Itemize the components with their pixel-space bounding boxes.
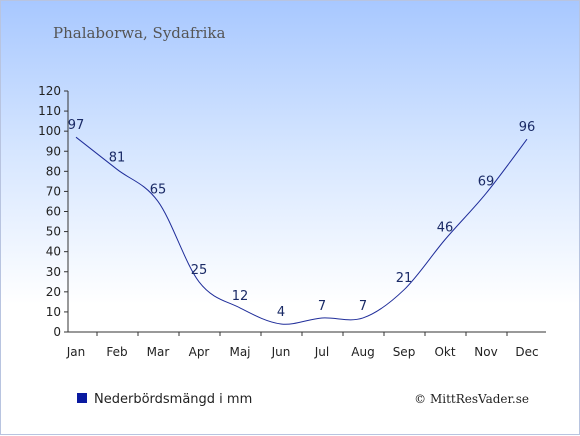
y-tick-label: 120 bbox=[38, 84, 61, 98]
y-tick-label: 100 bbox=[38, 124, 61, 138]
y-tick-label: 80 bbox=[46, 164, 61, 178]
y-tick-label: 60 bbox=[46, 205, 61, 219]
x-tick-label: Jan bbox=[66, 345, 86, 359]
data-label: 97 bbox=[68, 118, 85, 133]
x-tick-label: Maj bbox=[229, 345, 250, 359]
x-tick-label: Mar bbox=[147, 345, 170, 359]
data-label: 4 bbox=[277, 305, 285, 320]
data-label: 12 bbox=[232, 289, 249, 304]
data-label: 69 bbox=[478, 174, 495, 189]
data-label: 25 bbox=[191, 263, 208, 278]
precipitation-line bbox=[75, 136, 528, 325]
y-tick-label: 0 bbox=[53, 325, 61, 339]
y-tick-label: 90 bbox=[46, 144, 61, 158]
chart-title: Phalaborwa, Sydafrika bbox=[53, 24, 225, 42]
x-tick-label: Okt bbox=[434, 345, 455, 359]
x-tick-label: Jul bbox=[314, 345, 329, 359]
y-tick-label: 10 bbox=[46, 305, 61, 319]
y-axis: 0 10 20 30 40 50 60 70 80 90 100 110 120 bbox=[38, 84, 69, 339]
x-tick-label: Aug bbox=[351, 345, 374, 359]
x-tick-label: Dec bbox=[515, 345, 538, 359]
credit-text: © MittResVader.se bbox=[414, 392, 529, 406]
data-label: 65 bbox=[150, 182, 167, 197]
x-tick-label: Apr bbox=[189, 345, 210, 359]
y-tick-label: 110 bbox=[38, 104, 61, 118]
data-label: 7 bbox=[318, 299, 326, 314]
legend-swatch bbox=[77, 393, 87, 403]
y-tick-label: 20 bbox=[46, 285, 61, 299]
y-tick-label: 50 bbox=[46, 225, 61, 239]
x-tick-label: Nov bbox=[474, 345, 497, 359]
y-tick-label: 40 bbox=[46, 245, 61, 259]
x-tick-label: Sep bbox=[393, 345, 416, 359]
x-axis: Jan Feb Mar Apr Maj Jun Jul Aug Sep Okt Nov Dec bbox=[66, 331, 546, 359]
data-label: 81 bbox=[109, 150, 126, 165]
legend-label: Nederbördsmängd i mm bbox=[94, 392, 252, 407]
y-tick-label: 70 bbox=[46, 184, 61, 198]
data-label: 96 bbox=[519, 120, 536, 135]
y-tick-label: 30 bbox=[46, 265, 61, 279]
x-tick-label: Jun bbox=[271, 345, 291, 359]
data-label: 21 bbox=[396, 271, 413, 286]
data-label: 7 bbox=[359, 299, 367, 314]
x-tick-label: Feb bbox=[106, 345, 127, 359]
data-label: 46 bbox=[437, 221, 454, 236]
data-labels: 97 81 65 25 12 4 7 7 21 46 69 96 bbox=[68, 118, 536, 320]
